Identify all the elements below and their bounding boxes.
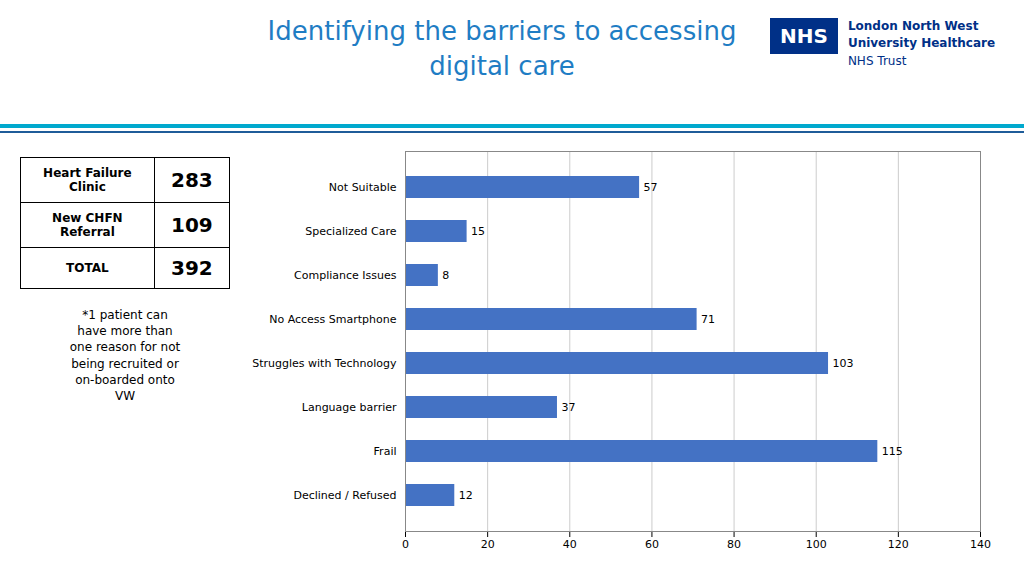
svg-text:120: 120 [888,538,909,551]
html-text:109: 109 [171,213,213,237]
html-text:NHS: NHS [780,24,828,48]
html-text:London North West: London North West [847,19,979,33]
svg-text:40: 40 [563,538,577,551]
html-text:Heart Failure Clinic: Heart Failure Clinic [43,166,132,194]
svg-text:115: 115 [882,445,903,458]
html-text:283: 283 [171,168,213,192]
svg-text:80: 80 [727,538,741,551]
svg-text:Struggles with Technology: Struggles with Technology [252,357,397,370]
html-text:392: 392 [171,256,213,280]
html-text:New CHFN Referral: New CHFN Referral [52,211,123,239]
html-text:*1 patient can have more than: *1 patient can have more than one reason… [69,308,181,403]
svg-text:100: 100 [806,538,827,551]
html-text:University Healthcare: University Healthcare [847,36,996,51]
svg-text:Specialized Care: Specialized Care [305,225,396,238]
html-text:TOTAL: TOTAL [66,261,109,275]
html-text:NHS Trust: NHS Trust [847,53,907,68]
svg-text:Not Suitable: Not Suitable [329,181,397,194]
svg-text:37: 37 [561,401,575,414]
svg-text:60: 60 [645,538,659,551]
svg-text:Compliance Issues: Compliance Issues [294,269,397,282]
svg-text:Declined / Refused: Declined / Refused [293,489,396,502]
svg-text:103: 103 [833,357,854,370]
svg-text:20: 20 [481,538,495,551]
svg-text:57: 57 [644,181,658,194]
svg-text:15: 15 [471,225,485,238]
svg-text:Language barrier: Language barrier [302,401,397,414]
svg-text:0: 0 [402,538,409,551]
svg-text:12: 12 [459,489,473,502]
svg-text:140: 140 [970,538,991,551]
svg-text:8: 8 [442,269,449,282]
svg-text:No Access Smartphone: No Access Smartphone [269,313,397,326]
html-text:Identifying the barriers to ac: Identifying the barriers to accessing di… [267,16,737,82]
svg-text:Frail: Frail [374,445,397,458]
svg-text:71: 71 [701,313,715,326]
